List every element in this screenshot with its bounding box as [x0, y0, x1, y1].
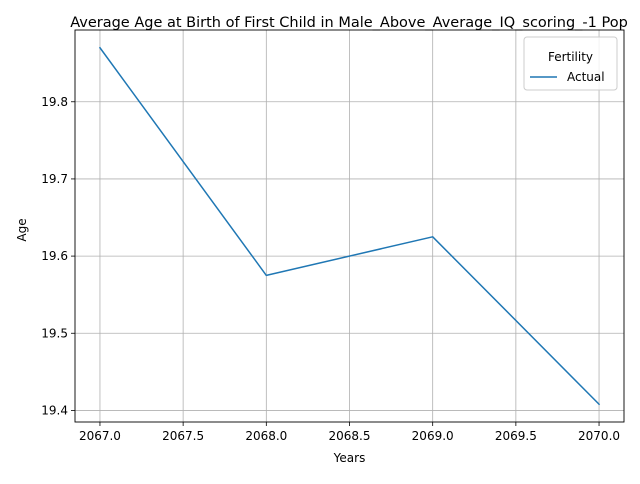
y-axis-label: Age: [15, 218, 29, 241]
x-tick-label: 2067.5: [162, 429, 204, 443]
legend-label-actual: Actual: [567, 70, 605, 84]
x-tick-label: 2069.5: [495, 429, 537, 443]
y-tick-label: 19.7: [41, 172, 68, 186]
x-tick-label: 2069.0: [412, 429, 454, 443]
x-tick-label: 2070.0: [578, 429, 620, 443]
x-axis-label: Years: [333, 451, 366, 465]
y-axis-ticks: 19.4 19.5 19.6 19.7 19.8: [41, 95, 75, 417]
y-tick-label: 19.8: [41, 95, 68, 109]
x-tick-label: 2068.5: [329, 429, 371, 443]
legend-title: Fertility: [548, 50, 593, 64]
series-lines: [98, 46, 601, 406]
chart-title: Average Age at Birth of First Child in M…: [70, 15, 628, 31]
y-tick-label: 19.5: [41, 326, 68, 340]
x-axis-ticks: 2067.0 2067.5 2068.0 2068.5 2069.0 2069.5 2070…: [79, 422, 620, 443]
legend: Fertility Actual: [523, 36, 618, 91]
y-tick-label: 19.6: [41, 249, 68, 263]
y-tick-label: 19.4: [41, 403, 68, 417]
x-tick-label: 2067.0: [79, 429, 121, 443]
series-line-actual: [98, 46, 601, 406]
x-tick-label: 2068.0: [245, 429, 287, 443]
